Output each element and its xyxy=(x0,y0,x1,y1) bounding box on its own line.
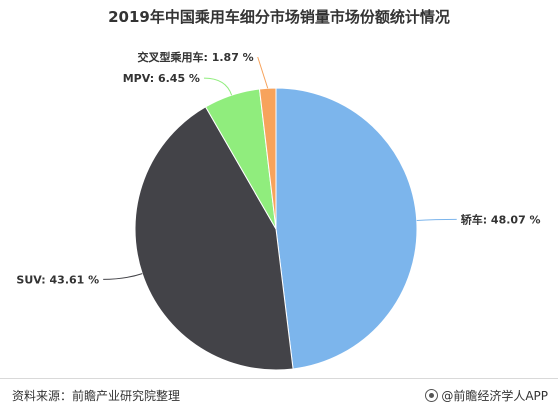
leader-line-1 xyxy=(103,273,143,280)
source-note: 资料来源：前瞻产业研究院整理 xyxy=(12,389,181,403)
brand-logo-icon xyxy=(425,389,439,402)
brand-credit-text: @前瞻经济学人APP xyxy=(441,389,548,403)
pie-slices xyxy=(134,87,418,371)
slice-label-0: 轿车: 48.07 % xyxy=(461,212,541,226)
leader-line-0 xyxy=(416,218,457,221)
slice-label-1: SUV: 43.61 % xyxy=(16,273,99,286)
pie-chart: 轿车: 48.07 % SUV: 43.61 % MPV: 6.45 % 交叉型乘用车… xyxy=(16,50,541,371)
pie-slice-0 xyxy=(275,87,418,370)
leader-line-2 xyxy=(203,77,233,96)
pie-labels: 轿车: 48.07 % SUV: 43.61 % MPV: 6.45 % 交叉型乘用车… xyxy=(16,50,540,286)
slice-label-3: 交叉型乘用车: 1.87 % xyxy=(137,50,253,64)
leader-line-3 xyxy=(257,56,269,89)
slice-label-2: MPV: 6.45 % xyxy=(123,72,200,85)
footer: 资料来源：前瞻产业研究院整理 @前瞻经济学人APP xyxy=(0,378,558,410)
brand-credit: @前瞻经济学人APP xyxy=(425,387,548,404)
chart-title: 2019年中国乘用车细分市场销量市场份额统计情况 xyxy=(108,8,450,26)
